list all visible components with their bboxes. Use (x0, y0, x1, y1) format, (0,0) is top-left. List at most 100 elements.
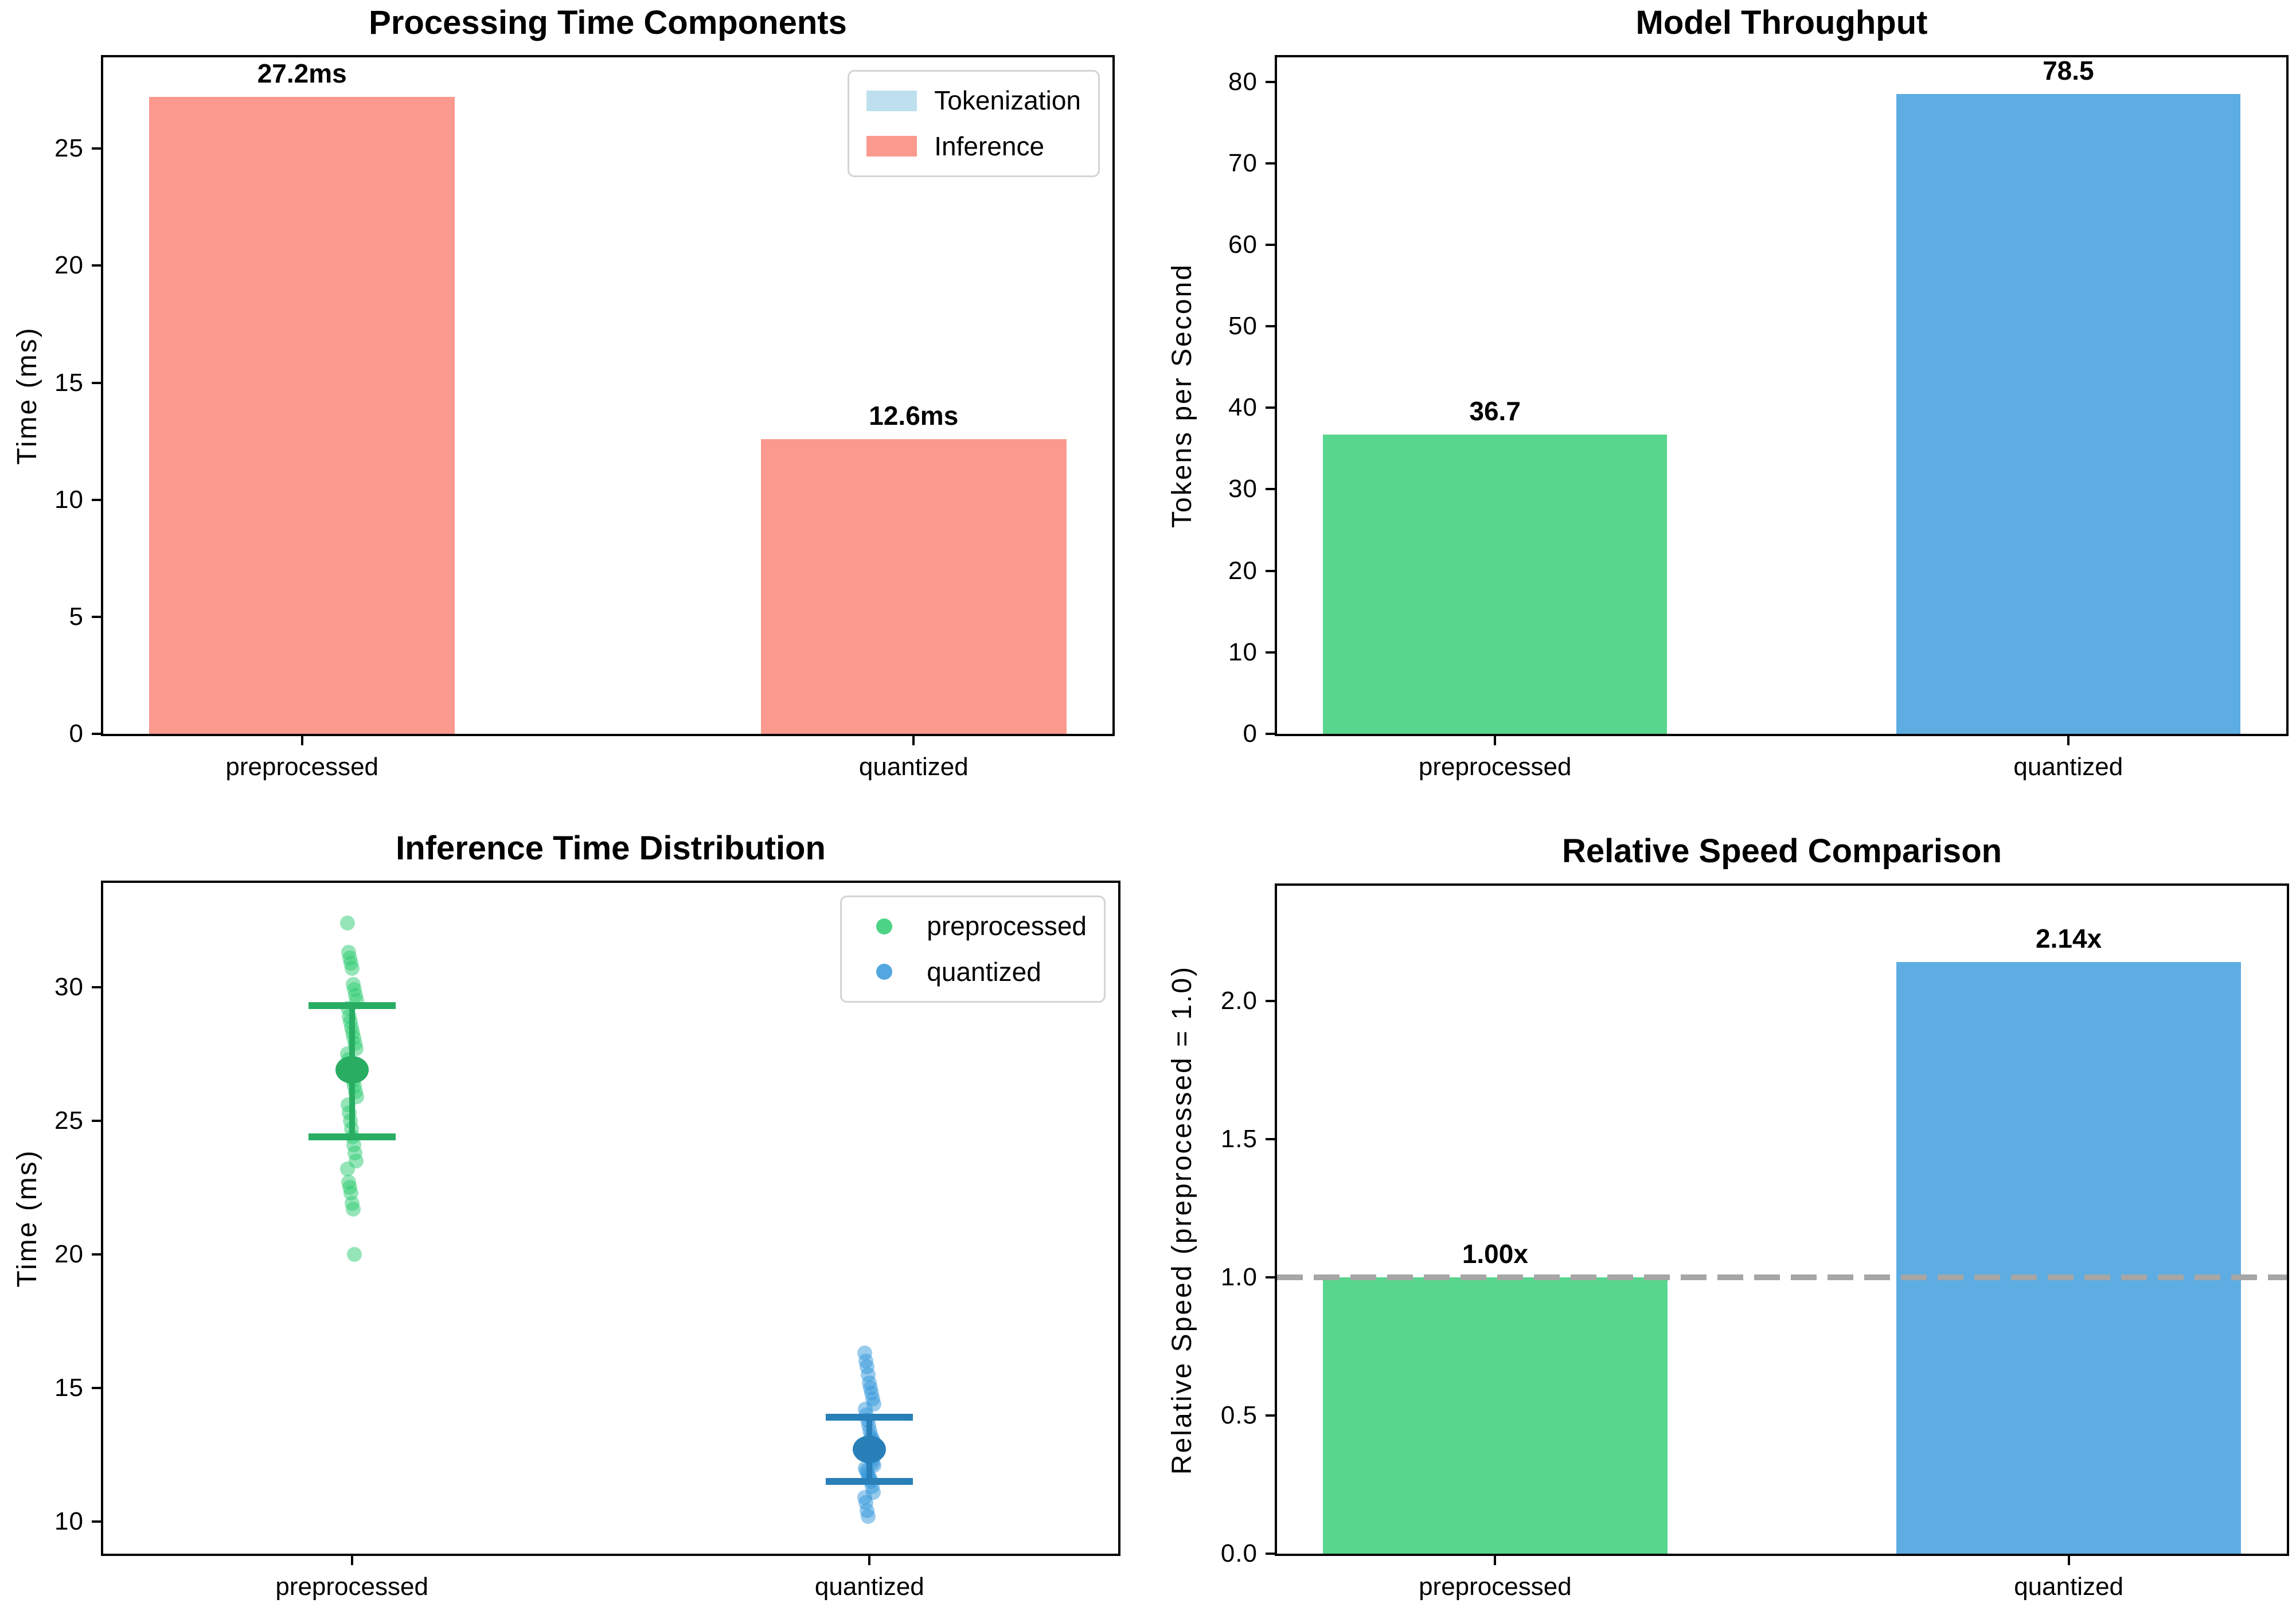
x-tick-mark (868, 1554, 871, 1565)
y-tick-mark (92, 147, 103, 150)
error-bar-cap (826, 1414, 913, 1421)
bar-value-label: 36.7 (1469, 396, 1521, 427)
y-tick-label: 2.0 (1220, 986, 1258, 1015)
y-tick-mark (1266, 733, 1277, 735)
legend-circle-swatch (876, 964, 893, 980)
y-tick-mark (1266, 406, 1277, 409)
y-tick-mark (92, 264, 103, 267)
y-tick-label: 25 (54, 1106, 84, 1135)
bar-quantized (760, 439, 1067, 734)
error-bar-cap (826, 1478, 913, 1485)
legend-label: preprocessed (927, 911, 1087, 941)
y-tick-mark (1266, 325, 1277, 328)
y-tick-label: 20 (54, 1239, 84, 1268)
legend-entry: preprocessed (859, 910, 1087, 943)
y-tick-label: 50 (1228, 312, 1258, 341)
y-tick-label: 0 (1243, 720, 1258, 748)
y-tick-mark (92, 733, 103, 735)
y-tick-mark (1266, 651, 1277, 654)
y-tick-mark (92, 615, 103, 618)
mean-marker (335, 1056, 369, 1084)
y-axis-label: Time (ms) (12, 326, 42, 465)
x-tick-mark (2067, 734, 2069, 745)
y-tick-label: 15 (54, 368, 84, 397)
y-tick-label: 5 (69, 602, 84, 631)
bar-value-label: 12.6ms (869, 400, 959, 431)
y-tick-mark (1266, 1276, 1277, 1278)
scatter-point (861, 1508, 876, 1524)
bar-preprocessed (1323, 435, 1668, 734)
y-tick-mark (92, 1119, 103, 1122)
y-tick-label: 15 (54, 1373, 84, 1402)
x-tick-mark (912, 734, 915, 745)
y-tick-mark (1266, 1137, 1277, 1140)
y-axis-label: Relative Speed (preprocessed = 1.0) (1167, 965, 1197, 1475)
y-tick-label: 0.5 (1220, 1401, 1258, 1429)
y-tick-label: 1.0 (1220, 1262, 1258, 1291)
x-tick-mark (300, 734, 303, 745)
y-tick-label: 10 (1228, 638, 1258, 666)
chart-title: Processing Time Components (369, 4, 847, 41)
y-tick-mark (1266, 162, 1277, 165)
chart-title: Model Throughput (1635, 4, 1928, 41)
chart-inference-time-distribution: Inference Time Distribution Time (ms) 10… (0, 806, 1148, 1611)
y-tick-mark (1266, 999, 1277, 1002)
legend-circle-swatch (876, 918, 893, 934)
legend: preprocessed quantized (840, 896, 1106, 1003)
y-tick-mark (1266, 488, 1277, 491)
legend-swatch-box (859, 918, 909, 934)
y-tick-label: 40 (1228, 393, 1258, 422)
y-tick-label: 25 (54, 134, 84, 163)
chart-processing-time-components: Processing Time Components Time (ms) 0 5 1… (0, 0, 1148, 806)
bar-value-label: 78.5 (2043, 55, 2094, 85)
x-category-label: quantized (2013, 753, 2123, 781)
x-category-label: quantized (858, 753, 969, 781)
y-tick-mark (1266, 569, 1277, 572)
y-tick-label: 30 (1228, 475, 1258, 503)
chart-model-throughput: Model Throughput Tokens per Second 0 10 20… (1148, 0, 2296, 806)
y-tick-mark (1266, 1553, 1277, 1555)
y-tick-mark (92, 381, 103, 384)
y-tick-label: 20 (54, 251, 84, 280)
legend-entry: Tokenization (866, 84, 1081, 118)
legend-patch-swatch (866, 136, 917, 157)
y-tick-label: 10 (54, 485, 84, 514)
y-tick-label: 0 (69, 720, 84, 748)
legend-swatch-box (859, 964, 909, 980)
x-category-label: quantized (2014, 1573, 2124, 1601)
y-tick-label: 20 (1228, 556, 1258, 585)
x-tick-mark (1494, 1554, 1497, 1565)
y-tick-label: 10 (54, 1507, 84, 1536)
x-category-label: preprocessed (275, 1573, 428, 1601)
scatter-point (345, 1201, 361, 1217)
bar-quantized (1896, 93, 2240, 734)
bar-value-label: 1.00x (1462, 1238, 1528, 1269)
y-tick-label: 1.5 (1220, 1124, 1258, 1153)
legend-entry: Inference (866, 130, 1081, 163)
baseline-dashed-line (1277, 1274, 2287, 1280)
y-tick-mark (92, 498, 103, 501)
mean-marker (853, 1436, 887, 1464)
scatter-point (344, 961, 360, 976)
bar-value-label: 2.14x (2036, 924, 2102, 954)
y-tick-mark (1266, 1414, 1277, 1417)
y-tick-mark (92, 1520, 103, 1523)
scatter-point (339, 915, 355, 930)
y-tick-mark (1266, 243, 1277, 246)
chart-title: Relative Speed Comparison (1561, 832, 2002, 870)
x-category-label: quantized (814, 1573, 924, 1601)
y-tick-label: 80 (1228, 67, 1258, 96)
legend-entry: quantized (859, 956, 1087, 989)
legend-swatch-box (866, 136, 917, 157)
y-tick-mark (1266, 80, 1277, 83)
legend: Tokenization Inference (848, 70, 1100, 177)
y-tick-label: 60 (1228, 230, 1258, 259)
x-category-label: preprocessed (1419, 1573, 1572, 1601)
error-bar-cap (308, 1002, 396, 1010)
bar-quantized (1896, 962, 2241, 1554)
bar-preprocessed (1323, 1277, 1668, 1554)
chart-relative-speed-comparison: Relative Speed Comparison Relative Speed… (1148, 806, 2296, 1611)
chart-title: Inference Time Distribution (396, 830, 826, 867)
y-tick-label: 70 (1228, 148, 1258, 177)
